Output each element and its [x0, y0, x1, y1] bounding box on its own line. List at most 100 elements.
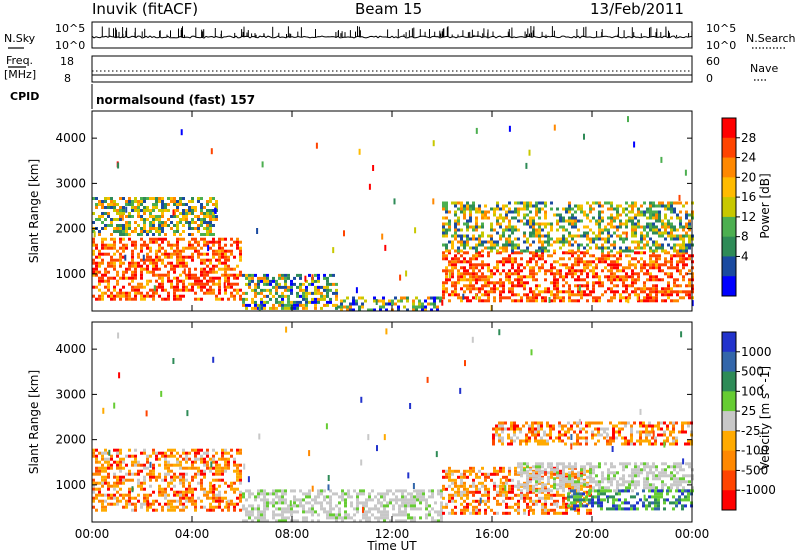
power-cell — [658, 202, 661, 205]
power-cell — [101, 298, 104, 301]
power-cell — [293, 301, 296, 304]
power-cell — [676, 263, 679, 266]
power-cell — [640, 299, 643, 302]
power-cell — [308, 292, 311, 295]
power-cell — [514, 226, 517, 229]
power-cell — [592, 260, 595, 263]
velocity-cell — [185, 452, 188, 455]
velocity-cell — [281, 495, 284, 498]
power-cell — [125, 200, 128, 203]
velocity-cell — [661, 483, 664, 486]
velocity-cell — [597, 489, 600, 492]
velocity-cell — [562, 480, 565, 483]
power-cell — [284, 274, 287, 277]
power-cell — [137, 224, 140, 227]
velocity-cell — [589, 485, 592, 488]
power-cell — [179, 262, 182, 265]
power-cell — [598, 214, 601, 217]
velocity-cell — [532, 465, 535, 468]
power-cell — [131, 265, 134, 268]
power-cell — [655, 284, 658, 287]
velocity-cell — [478, 470, 481, 473]
power-cell — [613, 272, 616, 275]
power-cell — [436, 306, 439, 309]
power-cell — [119, 298, 122, 301]
velocity-cell — [245, 510, 248, 513]
power-cell — [622, 211, 625, 214]
power-cell — [658, 266, 661, 269]
power-cell — [212, 283, 215, 286]
velocity-cell — [119, 461, 122, 464]
velocity-cell — [607, 486, 610, 489]
power-cell — [619, 205, 622, 208]
velocity-cell — [185, 488, 188, 491]
velocity-cell — [525, 434, 528, 437]
power-cell — [550, 202, 553, 205]
velocity-cell — [573, 495, 576, 498]
velocity-cell — [263, 501, 266, 504]
velocity-cell — [134, 497, 137, 500]
velocity-cell — [428, 495, 431, 498]
power-cell — [125, 221, 128, 224]
power-cell — [655, 220, 658, 223]
power-cell — [571, 244, 574, 247]
colorbar-segment — [722, 177, 736, 197]
power-cell — [248, 283, 251, 286]
power-cell — [604, 266, 607, 269]
velocity-cell — [392, 504, 395, 507]
power-cell — [670, 217, 673, 220]
power-cell — [640, 214, 643, 217]
velocity-cell — [579, 492, 582, 495]
power-cell — [646, 269, 649, 272]
power-cell — [137, 203, 140, 206]
velocity-cell — [401, 495, 404, 498]
power-cell — [547, 241, 550, 244]
power-cell — [523, 223, 526, 226]
power-cell — [559, 247, 562, 250]
velocity-cell — [233, 461, 236, 464]
power-cell — [670, 257, 673, 260]
power-cell — [382, 300, 385, 303]
power-cell — [442, 254, 445, 257]
power-cell — [122, 250, 125, 253]
power-cell — [502, 220, 505, 223]
power-cell — [460, 205, 463, 208]
velocity-cell — [305, 501, 308, 504]
velocity-cell — [287, 510, 290, 513]
power-cell — [236, 247, 239, 250]
velocity-cell — [466, 488, 469, 491]
velocity-cell — [445, 476, 448, 479]
power-cell — [616, 208, 619, 211]
power-cell — [116, 224, 119, 227]
power-cell — [508, 257, 511, 260]
velocity-cell — [224, 491, 227, 494]
power-cell — [317, 286, 320, 289]
power-cell — [562, 226, 565, 229]
power-cell — [296, 307, 299, 310]
power-cell — [143, 209, 146, 212]
velocity-cell — [556, 471, 559, 474]
power-scatter-cell — [533, 290, 535, 296]
power-cell — [529, 287, 532, 290]
velocity-cell — [565, 473, 568, 476]
station-title: Inuvik (fitACF) — [92, 0, 198, 18]
velocity-cell — [179, 503, 182, 506]
velocity-cell — [116, 491, 119, 494]
power-cell — [553, 214, 556, 217]
power-cell — [607, 208, 610, 211]
power-cell — [445, 211, 448, 214]
power-cell — [469, 226, 472, 229]
velocity-cell — [624, 501, 627, 504]
power-cell — [673, 266, 676, 269]
power-cell — [565, 281, 568, 284]
power-cell — [574, 235, 577, 238]
power-cell — [652, 284, 655, 287]
power-cell — [532, 296, 535, 299]
power-cell — [433, 303, 436, 306]
power-cell — [511, 244, 514, 247]
power-cell — [643, 281, 646, 284]
power-cell — [457, 217, 460, 220]
power-cell — [646, 244, 649, 247]
velocity-cell — [577, 471, 580, 474]
power-cell — [664, 257, 667, 260]
